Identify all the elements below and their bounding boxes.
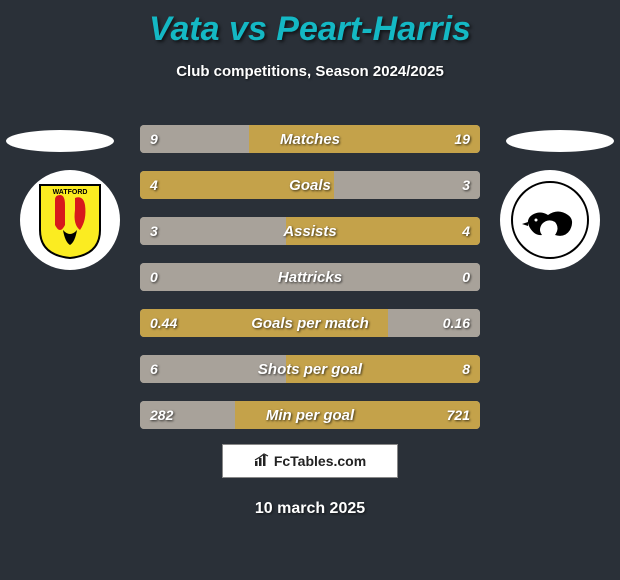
stat-label: Min per goal — [140, 401, 480, 429]
stat-label: Shots per goal — [140, 355, 480, 383]
stat-bar: 282721Min per goal — [140, 401, 480, 429]
team-right-crest — [500, 170, 600, 270]
fctables-logo: FcTables.com — [222, 444, 398, 478]
stat-bar: 34Assists — [140, 217, 480, 245]
stats-bars: 919Matches 43Goals 34Assists 00Hattricks 0.4… — [140, 125, 480, 447]
chart-icon — [254, 453, 270, 470]
team-left-crest: WATFORD — [20, 170, 120, 270]
watford-crest-icon: WATFORD — [20, 170, 120, 270]
site-name: FcTables.com — [274, 453, 366, 469]
comparison-title: Vata vs Peart-Harris — [0, 0, 620, 49]
comparison-date: 10 march 2025 — [0, 500, 620, 518]
stat-label: Hattricks — [140, 263, 480, 291]
stat-label: Matches — [140, 125, 480, 153]
competition-subtitle: Club competitions, Season 2024/2025 — [0, 63, 620, 80]
stat-bar: 68Shots per goal — [140, 355, 480, 383]
stat-label: Goals — [140, 171, 480, 199]
stat-bar: 43Goals — [140, 171, 480, 199]
swansea-crest-icon — [500, 170, 600, 270]
oval-shadow-left — [6, 130, 114, 152]
stat-bar: 919Matches — [140, 125, 480, 153]
stat-bar: 00Hattricks — [140, 263, 480, 291]
stat-label: Assists — [140, 217, 480, 245]
svg-text:WATFORD: WATFORD — [53, 189, 88, 196]
oval-shadow-right — [506, 130, 614, 152]
stat-bar: 0.440.16Goals per match — [140, 309, 480, 337]
stat-label: Goals per match — [140, 309, 480, 337]
